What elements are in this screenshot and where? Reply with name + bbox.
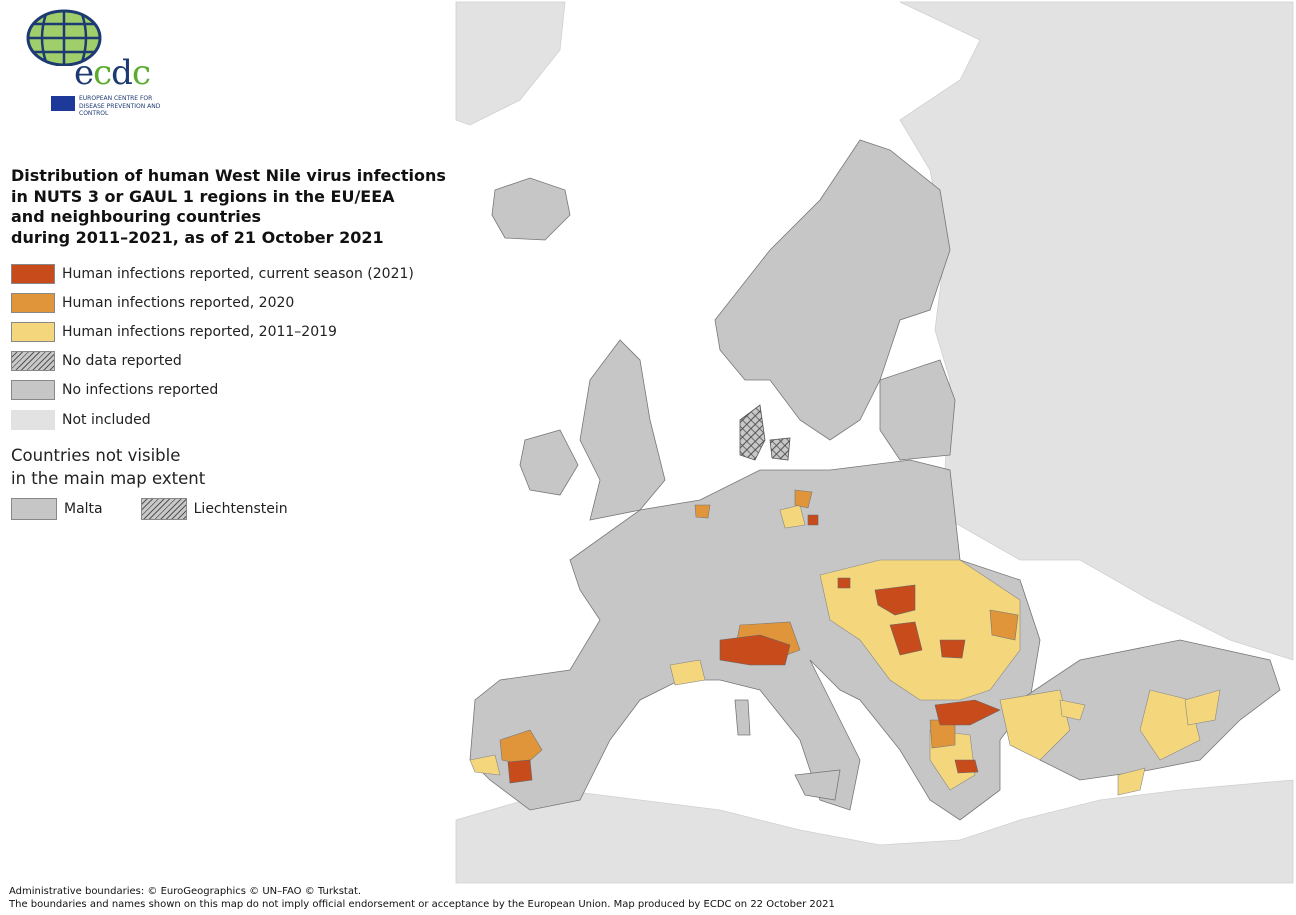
denmark-islands	[769, 437, 791, 461]
germany-berlin	[807, 514, 819, 526]
legend-swatch	[11, 409, 55, 430]
sicily	[794, 769, 841, 801]
baltics	[879, 359, 956, 461]
legend-swatch	[11, 263, 55, 284]
globe-icon	[26, 9, 102, 66]
legend-swatch	[11, 321, 55, 342]
legend-label: Human infections reported, current seaso…	[62, 265, 414, 282]
legend-item: Human infections reported, current seaso…	[11, 259, 414, 288]
eu-flag-icon	[51, 96, 75, 111]
ireland	[519, 429, 579, 496]
legend-item: No data reported	[11, 347, 414, 376]
france-south	[669, 659, 706, 686]
liechtenstein-label: Liechtenstein	[193, 501, 288, 517]
greenland	[455, 1, 566, 126]
liechtenstein-swatch	[140, 498, 187, 520]
no-data-regions	[739, 404, 791, 461]
italy-po-valley	[719, 634, 791, 666]
romania-south	[939, 639, 966, 659]
map-title: Distribution of human West Nile virus in…	[11, 166, 446, 247]
legend-item: Not included	[11, 405, 414, 434]
spain-seville	[507, 759, 533, 784]
cyprus	[1117, 767, 1146, 796]
corsica-sardinia	[734, 699, 751, 736]
germany-east	[794, 489, 813, 509]
hungary-regions	[874, 584, 916, 616]
turkey-regions	[1139, 689, 1201, 761]
legend-label: Human infections reported, 2020	[62, 294, 295, 311]
legend: Human infections reported, current seaso…	[11, 259, 414, 434]
great-britain	[579, 339, 666, 521]
balkans-danube-regions	[819, 559, 1021, 701]
scandinavia	[714, 139, 951, 441]
greece-attica	[954, 759, 979, 774]
thrace-regions	[999, 689, 1071, 761]
footer-attribution: Administrative boundaries: © EuroGeograp…	[9, 886, 362, 897]
legend-swatch	[11, 292, 55, 313]
portugal-south	[469, 754, 501, 776]
ecdc-logo: ecdc	[24, 6, 154, 92]
legend-swatch	[11, 380, 55, 401]
serbia-regions	[889, 621, 923, 656]
austria-region	[837, 577, 851, 589]
legend-label: Not included	[62, 411, 151, 428]
north-africa	[455, 779, 1294, 884]
legend-item: Human infections reported, 2011–2019	[11, 317, 414, 346]
denmark	[739, 404, 766, 461]
legend-swatch	[11, 351, 55, 372]
legend-label: No data reported	[62, 353, 182, 370]
logo-subtitle: EUROPEAN CENTRE FOR DISEASE PREVENTION A…	[79, 95, 161, 117]
legend-item: Human infections reported, 2020	[11, 288, 414, 317]
turkey-regions-3	[1184, 689, 1221, 726]
footer: Administrative boundaries: © EuroGeograp…	[9, 885, 835, 911]
romania-regions	[989, 609, 1019, 641]
malta-swatch	[11, 498, 57, 520]
footer-disclaimer: The boundaries and names shown on this m…	[9, 899, 835, 910]
spain-andalusia	[499, 729, 543, 766]
legend-label: Human infections reported, 2011–2019	[62, 323, 337, 340]
logo-wordmark: ecdc	[74, 53, 151, 93]
not-visible-heading: Countries not visible in the main map ex…	[11, 446, 206, 488]
legend-label: No infections reported	[62, 382, 219, 399]
legend-item: No infections reported	[11, 376, 414, 405]
infections-2021	[507, 514, 1001, 784]
malta-label: Malta	[64, 501, 103, 517]
not-visible-items: Malta Liechtenstein	[11, 498, 288, 520]
iceland	[491, 177, 571, 241]
netherlands	[694, 504, 711, 519]
greece-north	[934, 699, 1001, 726]
infections-2011-2019	[469, 504, 1221, 796]
germany-regions	[779, 504, 806, 529]
turkey-regions-2	[1059, 699, 1086, 721]
